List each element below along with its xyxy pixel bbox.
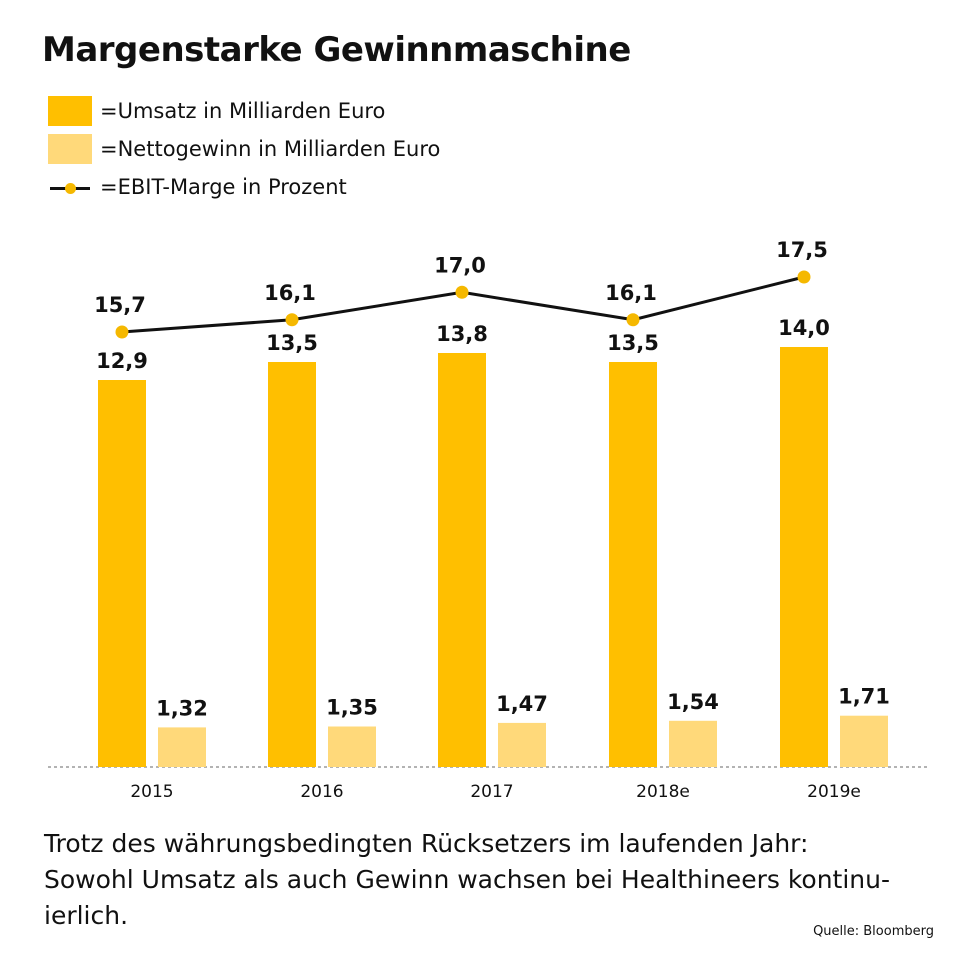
- legend-label-revenue: =Umsatz in Milliarden Euro: [100, 99, 386, 123]
- chart-title: Margenstarke Gewinnmaschine: [42, 30, 631, 70]
- revenue-value-label: 14,0: [778, 316, 830, 340]
- revenue-value-label: 12,9: [96, 349, 148, 373]
- net-profit-bar: [498, 722, 546, 767]
- net-profit-value-label: 1,35: [326, 696, 378, 720]
- net-profit-value-label: 1,54: [667, 690, 719, 714]
- net-profit-bar: [840, 715, 888, 767]
- revenue-swatch: [48, 96, 92, 126]
- x-tick-label: 2017: [470, 782, 513, 802]
- revenue-value-label: 13,5: [266, 331, 318, 355]
- ebit-margin-point: [626, 313, 640, 327]
- caption-line-1: Trotz des währungsbedingten Rücksetzers …: [44, 829, 809, 858]
- ebit-margin-value-label: 16,1: [605, 281, 657, 305]
- net-profit-value-label: 1,71: [838, 685, 890, 709]
- revenue-bar: [438, 353, 486, 767]
- net-profit-bar: [158, 727, 206, 767]
- x-tick-label: 2015: [130, 782, 173, 802]
- revenue-bar: [268, 362, 316, 767]
- ebit-margin-swatch: [48, 172, 92, 202]
- legend-item-revenue: =Umsatz in Milliarden Euro: [48, 92, 440, 130]
- ebit-margin-point: [797, 270, 811, 284]
- revenue-bar: [780, 347, 828, 767]
- ebit-margin-point: [285, 313, 299, 327]
- caption-line-3: ierlich.: [44, 901, 129, 930]
- net-profit-swatch: [48, 134, 92, 164]
- net-profit-bar: [328, 726, 376, 767]
- x-tick-label: 2019e: [807, 782, 861, 802]
- legend-label-net-profit: =Nettogewinn in Milliarden Euro: [100, 137, 441, 161]
- legend: =Umsatz in Milliarden Euro =Nettogewinn …: [48, 92, 440, 206]
- ebit-margin-value-label: 17,0: [434, 253, 486, 277]
- ebit-margin-point: [115, 325, 129, 339]
- legend-item-ebit-margin: =EBIT-Marge in Prozent: [48, 168, 440, 206]
- legend-item-net-profit: =Nettogewinn in Milliarden Euro: [48, 130, 440, 168]
- net-profit-value-label: 1,32: [156, 696, 208, 720]
- caption: Trotz des währungsbedingten Rücksetzers …: [44, 826, 944, 934]
- x-tick-label: 2018e: [636, 782, 690, 802]
- ebit-margin-value-label: 17,5: [776, 238, 828, 262]
- legend-label-ebit-margin: =EBIT-Marge in Prozent: [100, 175, 347, 199]
- ebit-margin-value-label: 16,1: [264, 281, 316, 305]
- source-note: Quelle: Bloomberg: [813, 924, 934, 939]
- ebit-margin-value-label: 15,7: [94, 293, 146, 317]
- revenue-bar: [98, 380, 146, 767]
- revenue-value-label: 13,8: [436, 322, 488, 346]
- net-profit-bar: [669, 720, 717, 767]
- ebit-margin-point: [455, 285, 469, 299]
- revenue-value-label: 13,5: [607, 331, 659, 355]
- revenue-bar: [609, 362, 657, 767]
- caption-line-2: Sowohl Umsatz als auch Gewinn wachsen be…: [44, 865, 891, 894]
- net-profit-value-label: 1,47: [496, 692, 548, 716]
- chart-area: 12,9 1,32 2015 13,5 1,35 2016 13,8 1,47 2017 13,5…: [48, 238, 930, 802]
- x-tick-label: 2016: [300, 782, 343, 802]
